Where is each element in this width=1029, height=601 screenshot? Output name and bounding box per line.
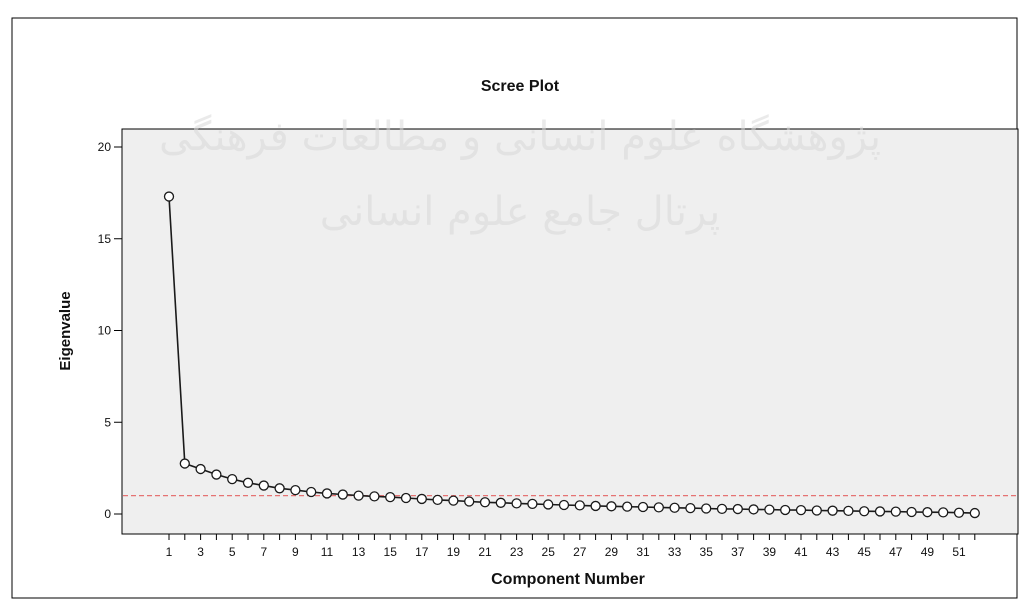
- x-tick-label: 21: [478, 545, 492, 559]
- x-tick-label: 5: [229, 545, 236, 559]
- data-point: [637, 501, 649, 513]
- data-point: [874, 506, 886, 517]
- data-point: [748, 504, 759, 515]
- x-tick-label: 11: [321, 545, 334, 559]
- data-point: [416, 493, 427, 505]
- data-point: [653, 502, 664, 513]
- y-tick-label: 5: [104, 415, 111, 429]
- data-point: [938, 507, 949, 518]
- data-point: [669, 502, 680, 513]
- data-point: [716, 503, 728, 515]
- data-point: [574, 500, 585, 511]
- x-tick-label: 17: [415, 545, 429, 559]
- data-point: [195, 463, 206, 475]
- data-point: [859, 506, 870, 517]
- x-axis-label: Component Number: [491, 571, 645, 588]
- data-point: [511, 498, 522, 509]
- x-tick-label: 33: [668, 545, 682, 559]
- data-point: [432, 494, 443, 506]
- data-point: [479, 497, 491, 508]
- x-tick-label: 35: [700, 545, 714, 559]
- data-point: [274, 483, 285, 494]
- data-point: [527, 498, 538, 510]
- data-point: [780, 504, 791, 516]
- x-tick-label: 27: [573, 545, 587, 559]
- data-point: [258, 480, 269, 491]
- x-tick-label: 19: [447, 545, 461, 559]
- data-point: [795, 504, 807, 516]
- x-tick-label: 45: [858, 545, 872, 559]
- data-point: [906, 506, 917, 518]
- y-axis-label: Eigenvalue: [57, 291, 74, 370]
- x-tick-label: 39: [763, 545, 777, 559]
- data-point: [922, 507, 933, 518]
- data-point: [890, 506, 901, 517]
- x-tick-label: 49: [921, 545, 935, 559]
- x-tick-label: 15: [384, 545, 398, 559]
- y-tick-label: 0: [104, 507, 111, 521]
- plot-area: [121, 128, 1019, 535]
- data-point: [337, 489, 348, 500]
- data-point: [227, 473, 238, 485]
- data-point: [400, 492, 412, 504]
- y-tick-label: 20: [98, 140, 112, 154]
- data-point: [764, 504, 775, 515]
- x-tick-label: 3: [197, 545, 204, 559]
- data-point: [811, 505, 822, 516]
- data-point: [953, 507, 965, 518]
- data-point: [306, 486, 317, 498]
- data-point: [321, 488, 333, 499]
- data-point: [385, 491, 396, 503]
- x-tick-label: 9: [292, 545, 299, 559]
- data-point: [843, 505, 854, 517]
- x-tick-label: 47: [889, 545, 903, 559]
- data-point: [211, 469, 222, 480]
- data-point: [590, 500, 601, 512]
- x-tick-label: 43: [826, 545, 840, 559]
- x-tick-label: 51: [952, 545, 966, 559]
- chart-title: Scree Plot: [481, 78, 560, 95]
- x-tick-label: 1: [166, 545, 173, 559]
- x-tick-label: 13: [352, 545, 366, 559]
- series-line: [168, 196, 975, 514]
- data-point: [290, 484, 301, 496]
- data-point: [701, 503, 712, 514]
- data-point: [163, 191, 175, 202]
- data-point: [369, 491, 380, 502]
- data-point: [732, 503, 743, 515]
- data-point: [464, 496, 475, 507]
- data-point: [685, 502, 696, 514]
- x-tick-label: 29: [605, 545, 619, 559]
- data-point: [242, 477, 254, 488]
- data-point: [179, 458, 190, 469]
- data-point: [622, 501, 633, 512]
- watermark-line-2: پرتال جامع علوم انسانی: [320, 189, 721, 235]
- data-point: [606, 501, 617, 512]
- data-point: [969, 507, 980, 519]
- data-point: [543, 499, 554, 510]
- x-tick-label: 25: [542, 545, 556, 559]
- x-tick-label: 41: [794, 545, 808, 559]
- x-tick-label: 31: [636, 545, 650, 559]
- data-point: [353, 490, 364, 501]
- data-point: [495, 497, 506, 508]
- data-point: [558, 499, 570, 511]
- watermark-line-1: پژوهشگاه علوم انسانی و مطالعات فرهنگی: [159, 114, 881, 160]
- y-tick-label: 15: [98, 232, 112, 246]
- data-point: [827, 505, 838, 516]
- y-tick-label: 10: [98, 324, 112, 338]
- x-tick-label: 37: [731, 545, 745, 559]
- data-point: [448, 495, 459, 506]
- x-tick-label: 7: [260, 545, 267, 559]
- series-group: [163, 191, 980, 519]
- x-tick-label: 23: [510, 545, 524, 559]
